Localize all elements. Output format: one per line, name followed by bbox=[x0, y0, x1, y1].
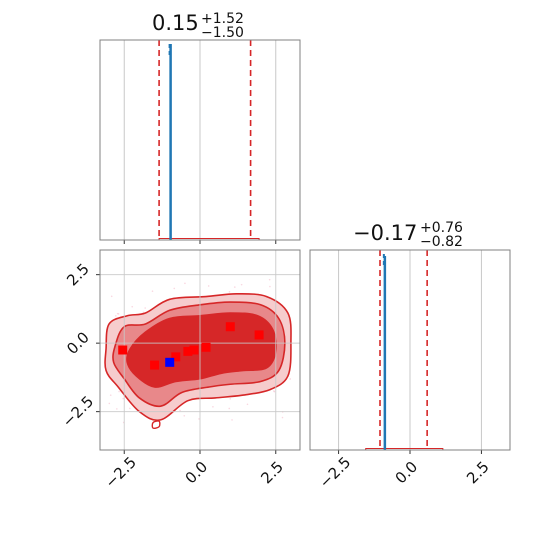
title-top-left-lower: −1.50 bbox=[201, 25, 244, 41]
tl-red-histogram bbox=[158, 238, 260, 240]
title-bottom-right-lower: −0.82 bbox=[420, 234, 463, 250]
bl-red-marker-7 bbox=[254, 330, 264, 340]
bl-red-marker-4 bbox=[189, 345, 199, 355]
bl-sample-point bbox=[116, 312, 119, 315]
bl-ytick-label-2: 2.5 bbox=[63, 260, 93, 290]
bl-sample-point bbox=[207, 285, 210, 287]
bl-sample-point bbox=[173, 287, 176, 290]
bl-sample-point bbox=[144, 307, 147, 309]
bl-red-marker-5 bbox=[201, 342, 211, 352]
br-frame bbox=[309, 249, 511, 451]
bl-sample-point bbox=[151, 290, 154, 293]
bl-red-marker-6 bbox=[225, 322, 235, 332]
bl-sample-point bbox=[268, 278, 271, 281]
bl-sample-point bbox=[116, 408, 118, 410]
bl-frame bbox=[99, 249, 301, 451]
bl-sample-point bbox=[184, 282, 186, 285]
bl-sample-point bbox=[229, 397, 232, 400]
bl-sample-point bbox=[115, 315, 117, 317]
bl-contour-inner bbox=[126, 312, 277, 388]
bl-red-marker-3 bbox=[183, 346, 193, 356]
bl-sample-point bbox=[269, 285, 271, 288]
bl-red-marker-2 bbox=[171, 352, 181, 362]
bl-sample-point bbox=[142, 311, 145, 314]
title-top-left-value: 0.15 bbox=[152, 11, 199, 35]
bl-contour-island bbox=[151, 420, 161, 430]
br-red-histogram bbox=[365, 448, 444, 450]
title-bottom-right-upper: +0.76 bbox=[420, 220, 463, 236]
bl-sample-point bbox=[198, 418, 200, 420]
title-top-left-upper: +1.52 bbox=[201, 11, 244, 27]
bl-sample-point bbox=[129, 407, 131, 410]
panel-bottom-left-scatter: −2.5 0.0 2.5 −2.5 0.0 2.5 bbox=[59, 249, 301, 492]
bl-sample-point bbox=[179, 409, 181, 412]
panel-top-left-histogram bbox=[99, 39, 301, 244]
bl-sample-point bbox=[240, 283, 243, 286]
title-bottom-right-value: −0.17 bbox=[353, 221, 417, 245]
bl-sample-point bbox=[109, 394, 112, 396]
br-xtick-label-0: −2.5 bbox=[316, 453, 354, 491]
title-bottom-right: −0.17 +0.76 −0.82 bbox=[353, 220, 463, 250]
title-top-left: 0.15 +1.52 −1.50 bbox=[152, 11, 244, 41]
bl-sample-point bbox=[231, 419, 233, 421]
bl-sample-point bbox=[233, 286, 236, 288]
bl-sample-point bbox=[212, 405, 214, 408]
bl-xtick-label-0: −2.5 bbox=[101, 453, 139, 491]
bl-blue-marker bbox=[165, 357, 175, 367]
bl-sample-point bbox=[131, 305, 134, 308]
bl-sample-point bbox=[183, 414, 186, 417]
bl-ytick-label-0: −2.5 bbox=[59, 392, 97, 430]
bl-red-marker-1 bbox=[150, 360, 160, 370]
bl-sample-point bbox=[273, 390, 275, 392]
bl-xtick-label-1: 0.0 bbox=[182, 458, 212, 488]
br-xtick-label-2: 2.5 bbox=[463, 458, 493, 488]
br-xtick-label-1: 0.0 bbox=[392, 458, 422, 488]
bl-sample-point bbox=[228, 290, 231, 293]
bl-ytick-label-1: 0.0 bbox=[63, 328, 93, 358]
panel-bottom-right-histogram: −2.5 0.0 2.5 bbox=[309, 249, 511, 492]
bl-sample-point bbox=[108, 402, 111, 405]
bl-sample-point bbox=[228, 407, 231, 410]
bl-sample-point bbox=[246, 403, 249, 406]
bl-sample-point bbox=[110, 295, 113, 298]
tl-frame bbox=[99, 39, 301, 241]
bl-sample-point bbox=[118, 390, 120, 393]
bl-red-marker-0 bbox=[118, 345, 128, 355]
bl-sample-point bbox=[122, 397, 125, 400]
bl-sample-point bbox=[281, 416, 284, 419]
bl-xtick-label-2: 2.5 bbox=[257, 458, 287, 488]
bl-sample-point bbox=[289, 378, 292, 380]
